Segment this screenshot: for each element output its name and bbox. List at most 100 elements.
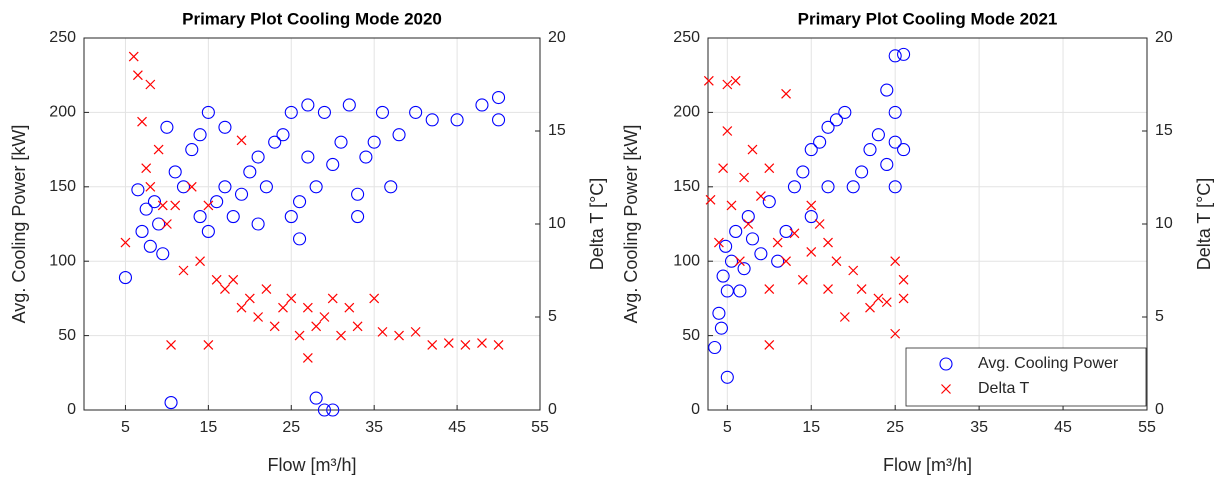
y-tick-label: 150 <box>673 178 700 195</box>
marker-circle <box>804 143 818 157</box>
plot: 5 15 25 35 45 5505010015020025005101520Primar… <box>621 9 1214 474</box>
marker-circle <box>135 224 149 238</box>
marker-circle <box>293 195 307 209</box>
marker-circle <box>712 306 726 320</box>
x-tick-label: 15 <box>802 419 820 436</box>
x-tick-label: 35 <box>365 419 383 436</box>
marker-circle <box>160 120 174 134</box>
marker-x <box>394 330 404 341</box>
x-tick-label: 55 <box>1138 419 1156 436</box>
marker-circle <box>741 210 755 224</box>
marker-circle <box>880 157 894 172</box>
marker-circle <box>210 195 224 209</box>
marker-x <box>493 339 504 350</box>
marker-x <box>713 237 724 248</box>
marker-circle <box>491 90 506 105</box>
y-tick-label: 0 <box>691 401 700 418</box>
marker-circle <box>888 135 902 149</box>
marker-circle <box>309 391 323 405</box>
marker-x <box>336 330 346 341</box>
marker-circle <box>888 180 902 194</box>
marker-circle <box>813 135 827 149</box>
chart-title: Primary Plot Cooling Mode 2020 <box>182 9 442 28</box>
marker-circle <box>745 232 760 246</box>
marker-x <box>352 321 363 332</box>
marker-circle <box>754 247 768 261</box>
chart-title: Primary Plot Cooling Mode 2021 <box>798 9 1058 28</box>
y2-tick-label: 15 <box>548 122 566 139</box>
marker-x <box>178 265 189 276</box>
marker-x <box>302 352 313 363</box>
marker-circle <box>185 143 199 157</box>
y-tick-label: 100 <box>49 252 76 269</box>
marker-circle <box>143 239 157 253</box>
marker-x <box>278 302 288 313</box>
marker-circle <box>450 113 464 127</box>
marker-x <box>856 284 867 295</box>
y-tick-label: 0 <box>67 401 76 418</box>
x-tick-label: 15 <box>199 419 217 436</box>
marker-circle <box>762 195 776 209</box>
marker-circle <box>131 183 145 197</box>
marker-x <box>236 302 247 313</box>
marker-circle <box>118 271 133 285</box>
marker-circle <box>351 187 365 201</box>
marker-circle <box>301 98 315 112</box>
marker-x <box>705 194 716 205</box>
marker-circle <box>838 105 852 119</box>
marker-x <box>443 338 454 348</box>
y-tick-label: 250 <box>673 29 700 46</box>
marker-x <box>941 384 951 394</box>
x-tick-label: 35 <box>970 419 988 436</box>
marker-circle <box>897 143 911 157</box>
y2-tick-label: 20 <box>548 29 566 46</box>
marker-x <box>797 274 808 285</box>
marker-x <box>898 293 909 304</box>
marker-circle <box>846 180 860 194</box>
marker-x <box>220 284 230 295</box>
marker-circle <box>193 128 207 142</box>
marker-x <box>311 321 322 332</box>
marker-circle <box>737 262 751 276</box>
marker-circle <box>342 98 356 112</box>
marker-circle <box>729 224 743 238</box>
marker-circle <box>939 357 953 371</box>
marker-x <box>244 293 255 304</box>
y2-axis-label: Delta T [°C] <box>1194 178 1214 271</box>
marker-x <box>211 274 222 285</box>
marker-x <box>261 284 272 295</box>
marker-circle <box>804 210 818 224</box>
y2-tick-label: 0 <box>548 401 557 418</box>
marker-circle <box>251 150 265 164</box>
marker-x <box>327 293 338 304</box>
marker-circle <box>871 128 885 142</box>
marker-circle <box>218 120 232 134</box>
y-tick-label: 200 <box>49 104 76 121</box>
marker-x <box>726 200 737 211</box>
marker-x <box>269 321 280 332</box>
x-tick-label: 5 <box>723 419 732 436</box>
marker-circle <box>301 150 315 164</box>
marker-x <box>170 200 181 211</box>
marker-x <box>789 228 800 239</box>
marker-x <box>203 339 214 350</box>
marker-circle <box>317 403 331 417</box>
marker-circle <box>176 180 191 194</box>
marker-circle <box>863 143 877 157</box>
y-axis-label: Avg. Cooling Power [kW] <box>9 125 29 324</box>
marker-x <box>743 219 754 229</box>
x-tick-label: 25 <box>282 419 300 436</box>
marker-circle <box>259 180 273 194</box>
marker-x <box>203 200 214 211</box>
y2-axis-label: Delta T [°C] <box>587 178 607 271</box>
y2-tick-label: 5 <box>1155 308 1164 325</box>
marker-x <box>137 116 147 127</box>
y2-tick-label: 20 <box>1155 29 1173 46</box>
marker-x <box>734 256 745 267</box>
marker-circle <box>829 113 843 127</box>
marker-x <box>898 274 909 285</box>
marker-x <box>145 79 156 90</box>
marker-x <box>410 326 421 337</box>
marker-circle <box>787 180 802 194</box>
marker-x <box>344 302 355 313</box>
